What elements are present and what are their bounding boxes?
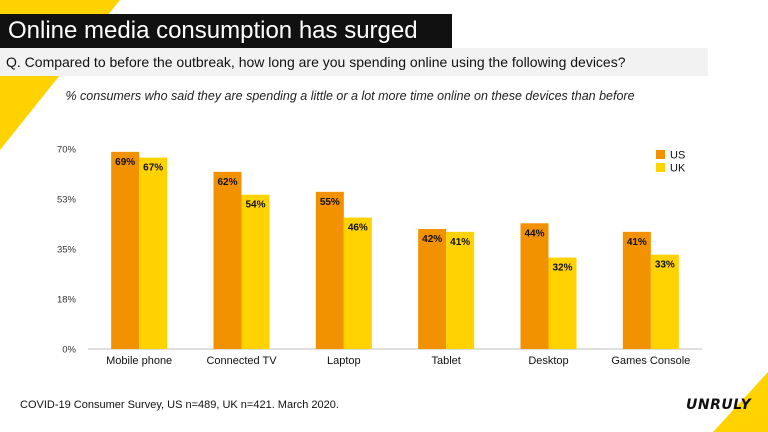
bar-us <box>111 151 140 349</box>
corner-accent-bottom <box>713 372 768 432</box>
survey-question: Q. Compared to before the outbreak, how … <box>0 48 708 76</box>
y-tick-label: 18% <box>57 295 77 306</box>
bar-us <box>520 223 549 349</box>
bar-uk <box>241 194 270 349</box>
data-label-us: 55% <box>320 197 340 208</box>
data-label-uk: 46% <box>348 223 368 234</box>
source-note: COVID-19 Consumer Survey, US n=489, UK n… <box>20 399 339 411</box>
bar-uk <box>650 254 679 349</box>
category-label: Desktop <box>528 355 568 367</box>
data-label-us: 41% <box>627 237 647 248</box>
data-label-us: 44% <box>524 228 544 239</box>
y-tick-label: 53% <box>57 195 77 206</box>
legend-label-uk: UK <box>670 163 686 175</box>
bar-uk <box>446 231 475 349</box>
data-label-us: 42% <box>422 234 442 245</box>
category-label: Connected TV <box>206 355 277 367</box>
y-tick-label: 70% <box>57 145 77 156</box>
data-label-uk: 33% <box>655 260 675 271</box>
bar-us <box>622 231 651 349</box>
bar-us <box>418 229 447 349</box>
bar-uk <box>139 157 168 349</box>
bar-uk <box>343 217 372 349</box>
data-label-us: 69% <box>115 157 135 168</box>
bar-us <box>213 171 242 349</box>
data-label-uk: 54% <box>245 200 265 211</box>
category-label: Laptop <box>327 355 361 367</box>
legend-label-us: US <box>670 150 685 162</box>
data-label-uk: 41% <box>450 237 470 248</box>
slide-title: Online media consumption has surged <box>0 14 452 48</box>
bar-uk <box>548 257 577 349</box>
category-label: Tablet <box>431 355 460 367</box>
bar-us <box>315 191 344 349</box>
data-label-us: 62% <box>217 177 237 188</box>
unruly-logo: UNRULY <box>686 397 752 413</box>
y-tick-label: 0% <box>62 345 76 356</box>
legend-swatch-uk <box>656 163 665 172</box>
category-label: Games Console <box>611 355 690 367</box>
data-label-uk: 32% <box>552 263 572 274</box>
y-tick-label: 35% <box>57 245 77 256</box>
data-label-uk: 67% <box>143 163 163 174</box>
legend-swatch-us <box>656 150 665 159</box>
category-label: Mobile phone <box>106 355 172 367</box>
chart-subtitle: % consumers who said they are spending a… <box>65 89 635 103</box>
